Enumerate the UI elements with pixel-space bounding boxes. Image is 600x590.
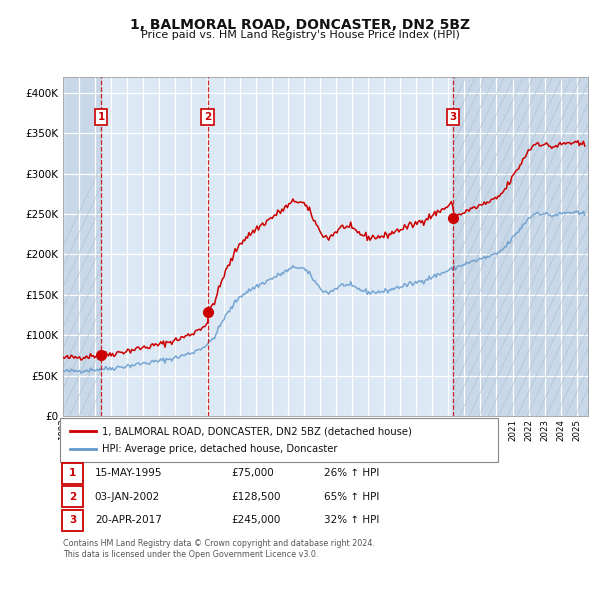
Text: 1: 1 — [97, 112, 104, 122]
Text: 2: 2 — [69, 492, 76, 502]
Text: 2: 2 — [204, 112, 211, 122]
Text: £245,000: £245,000 — [231, 516, 280, 525]
Text: £128,500: £128,500 — [231, 492, 281, 502]
Text: 26% ↑ HPI: 26% ↑ HPI — [324, 468, 379, 478]
Text: 1: 1 — [69, 468, 76, 478]
Text: 32% ↑ HPI: 32% ↑ HPI — [324, 516, 379, 525]
Text: 65% ↑ HPI: 65% ↑ HPI — [324, 492, 379, 502]
Text: 20-APR-2017: 20-APR-2017 — [95, 516, 161, 525]
Text: 15-MAY-1995: 15-MAY-1995 — [95, 468, 162, 478]
Text: 3: 3 — [69, 516, 76, 525]
Text: 1, BALMORAL ROAD, DONCASTER, DN2 5BZ (detached house): 1, BALMORAL ROAD, DONCASTER, DN2 5BZ (de… — [102, 427, 412, 437]
Text: 3: 3 — [449, 112, 457, 122]
Text: This data is licensed under the Open Government Licence v3.0.: This data is licensed under the Open Gov… — [63, 550, 319, 559]
Text: HPI: Average price, detached house, Doncaster: HPI: Average price, detached house, Donc… — [102, 444, 337, 454]
Text: £75,000: £75,000 — [231, 468, 274, 478]
Text: Contains HM Land Registry data © Crown copyright and database right 2024.: Contains HM Land Registry data © Crown c… — [63, 539, 375, 548]
Text: 03-JAN-2002: 03-JAN-2002 — [95, 492, 160, 502]
Text: 1, BALMORAL ROAD, DONCASTER, DN2 5BZ: 1, BALMORAL ROAD, DONCASTER, DN2 5BZ — [130, 18, 470, 32]
Text: Price paid vs. HM Land Registry's House Price Index (HPI): Price paid vs. HM Land Registry's House … — [140, 30, 460, 40]
